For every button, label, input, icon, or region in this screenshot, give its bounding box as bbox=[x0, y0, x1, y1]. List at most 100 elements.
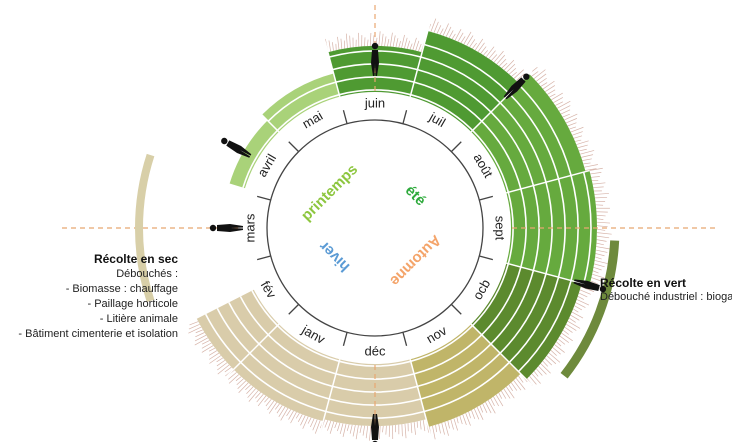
grass-blade bbox=[536, 368, 543, 376]
grass-blade bbox=[194, 337, 209, 346]
grass-blade bbox=[571, 311, 584, 319]
band-stripe bbox=[410, 325, 474, 363]
figure-body bbox=[371, 414, 379, 440]
grass-blade bbox=[580, 286, 595, 292]
grass-blade bbox=[476, 406, 484, 420]
grass-blade bbox=[228, 374, 240, 384]
grass-blade bbox=[276, 405, 283, 414]
grass-blade bbox=[257, 395, 267, 407]
grass-blade bbox=[498, 58, 507, 67]
grass-blade bbox=[596, 239, 607, 242]
grass-blade bbox=[570, 314, 580, 321]
grass-blade bbox=[216, 359, 226, 367]
grass-blade bbox=[436, 25, 442, 34]
grass-blade bbox=[265, 398, 272, 407]
grass-blade bbox=[554, 344, 565, 353]
grass-blade bbox=[578, 292, 588, 298]
grass-blade bbox=[531, 373, 541, 384]
grass-blade bbox=[381, 33, 384, 47]
band-stripe bbox=[258, 343, 333, 388]
month-tick bbox=[256, 255, 271, 261]
band-stripe bbox=[242, 129, 278, 188]
grass-blade bbox=[533, 370, 539, 377]
grass-blade bbox=[312, 419, 318, 431]
grass-blade bbox=[568, 317, 576, 323]
grass-blade bbox=[585, 168, 597, 171]
grass-blade bbox=[544, 85, 556, 92]
grass-blade bbox=[565, 323, 577, 331]
grass-blade bbox=[442, 23, 449, 36]
grass-blade bbox=[439, 28, 444, 35]
grass-blade bbox=[413, 422, 416, 435]
grass-blade bbox=[547, 89, 556, 95]
grass-blade bbox=[217, 362, 228, 371]
grass-blade bbox=[572, 308, 579, 313]
grass-blade bbox=[448, 30, 454, 39]
grass-blade bbox=[546, 355, 557, 365]
grass-blade bbox=[451, 33, 456, 40]
grass-blade bbox=[596, 232, 612, 235]
grass-blade bbox=[245, 384, 252, 391]
band-stripe bbox=[335, 373, 415, 380]
grass-blade bbox=[387, 38, 390, 47]
grass-blade bbox=[217, 364, 230, 375]
grass-blade bbox=[288, 410, 294, 420]
grass-blade bbox=[208, 350, 218, 356]
grass-blade bbox=[495, 394, 504, 407]
grass-blade bbox=[238, 382, 249, 394]
grass-blade bbox=[581, 154, 594, 158]
grass-blade bbox=[560, 109, 571, 115]
grass-blade bbox=[567, 320, 581, 329]
grass-blade bbox=[195, 329, 203, 334]
band-stripe bbox=[325, 410, 425, 419]
band-stripe bbox=[557, 178, 566, 278]
month-separator bbox=[217, 323, 280, 386]
harvester-figure bbox=[503, 73, 530, 100]
grass-blade bbox=[201, 345, 214, 353]
grass-blade bbox=[367, 39, 369, 47]
grass-blade bbox=[369, 32, 372, 47]
grass-blade bbox=[362, 425, 365, 436]
grass-blade bbox=[595, 253, 605, 257]
band-stripe bbox=[472, 263, 510, 327]
grass-blade bbox=[419, 420, 422, 430]
grass-blade bbox=[531, 71, 539, 77]
grass-blade bbox=[574, 305, 583, 311]
band-stripe bbox=[423, 361, 510, 413]
month-tick bbox=[256, 195, 271, 201]
grass-blade bbox=[349, 35, 351, 48]
grass-blade bbox=[188, 326, 202, 334]
grass-blade bbox=[365, 425, 369, 439]
month-tick bbox=[402, 332, 408, 347]
grass-blade bbox=[584, 164, 598, 168]
grass-blade bbox=[590, 280, 598, 285]
band-stripe bbox=[335, 76, 415, 83]
grass-blade bbox=[480, 46, 487, 54]
grass-blade bbox=[501, 62, 508, 69]
grass-blade bbox=[491, 54, 498, 61]
figure-head bbox=[371, 42, 379, 50]
grass-blade bbox=[189, 321, 199, 326]
grass-blade bbox=[596, 225, 608, 228]
month-tick bbox=[288, 303, 300, 315]
grass-blade bbox=[264, 397, 269, 403]
grass-blade bbox=[389, 32, 393, 47]
grass-blade bbox=[459, 415, 463, 425]
grass-blade bbox=[235, 376, 242, 382]
grass-blade bbox=[398, 40, 401, 48]
grass-blade bbox=[201, 342, 212, 349]
inner-ring-line bbox=[266, 119, 484, 337]
grass-blade bbox=[404, 423, 407, 439]
grass-blade bbox=[345, 33, 348, 49]
grass-blade bbox=[384, 36, 387, 47]
band-stripe bbox=[413, 81, 483, 122]
month-separator bbox=[217, 70, 280, 133]
band-stripe bbox=[490, 270, 535, 345]
grass-blade bbox=[591, 277, 602, 282]
grass-blade bbox=[300, 415, 306, 426]
grass-blade bbox=[533, 69, 546, 80]
grass-blade bbox=[552, 347, 561, 355]
dry-harvest-arc bbox=[135, 153, 155, 303]
month-separator bbox=[316, 359, 341, 442]
